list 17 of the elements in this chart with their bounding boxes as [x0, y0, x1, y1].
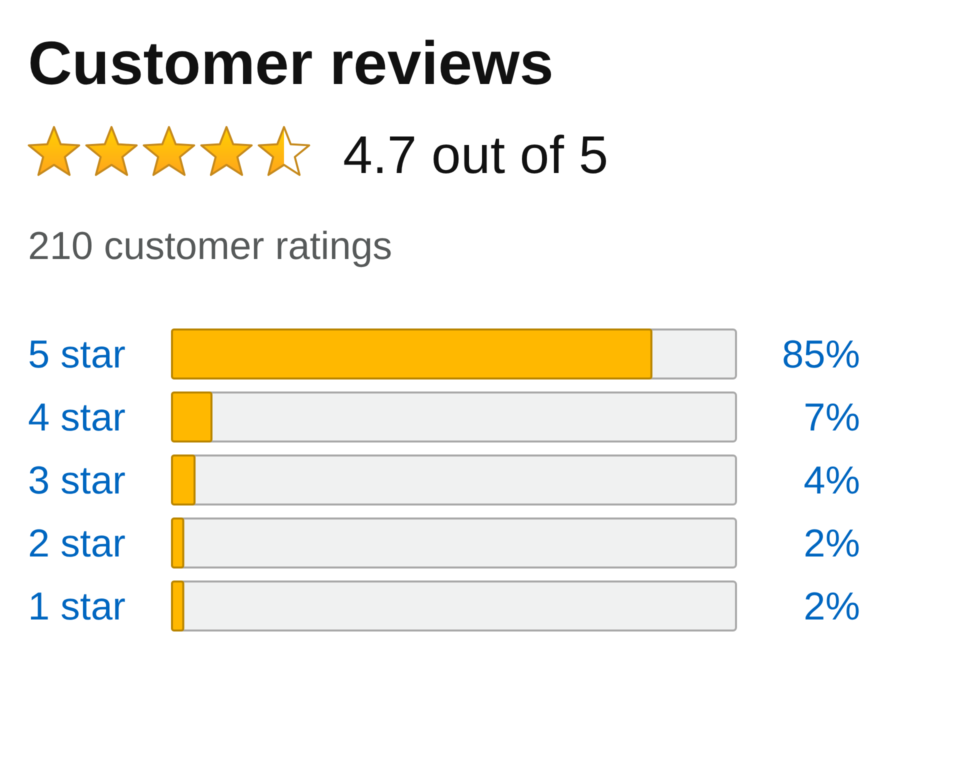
y-tick-label: 3 star — [28, 460, 126, 502]
bar — [171, 580, 184, 632]
data-label: 4% — [804, 460, 860, 502]
y-tick-label: 4 star — [28, 396, 126, 440]
data-label: 2% — [804, 522, 860, 566]
data-label: 7% — [804, 396, 860, 440]
chart-title: Customer reviews — [28, 29, 554, 97]
bar — [171, 454, 196, 506]
y-tick-label: 1 star — [28, 586, 126, 628]
bar — [171, 517, 184, 569]
y-tick-label: 5 star — [28, 334, 126, 376]
text: 210 customer ratings — [28, 225, 392, 268]
bar — [171, 391, 212, 443]
y-tick-label: 2 star — [28, 522, 126, 566]
chart-subtitle: 4.7 out of 5 — [343, 126, 608, 185]
data-label: 85% — [782, 334, 860, 376]
data-label: 2% — [804, 586, 860, 628]
